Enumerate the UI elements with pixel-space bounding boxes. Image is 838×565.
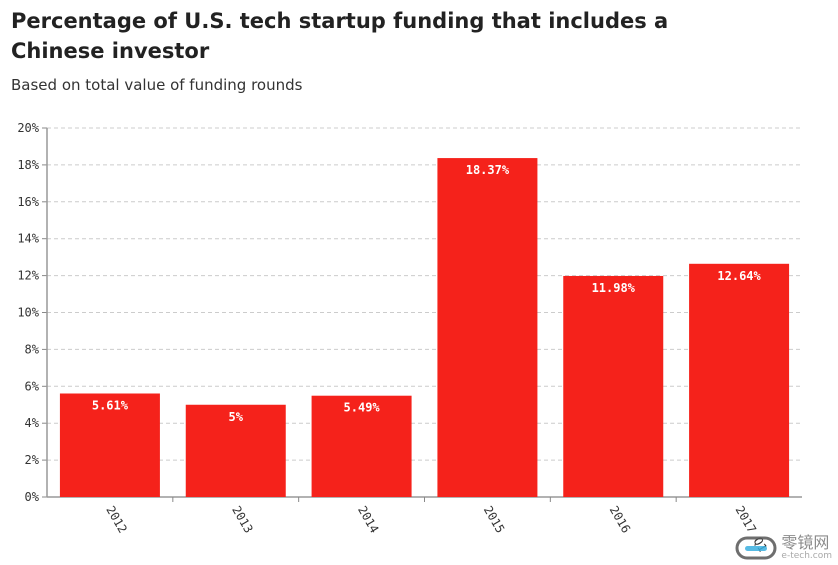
- watermark-text: 零镜网: [781, 533, 830, 552]
- chart-subtitle: Based on total value of funding rounds: [11, 76, 303, 94]
- y-tick-label: 12%: [17, 269, 39, 283]
- bar-2012: [59, 393, 160, 497]
- x-tick-label: 2016: [607, 504, 634, 536]
- watermark-sub: e-tech.com: [781, 551, 832, 561]
- data-label: 5.61%: [92, 398, 129, 412]
- bar-2014: [311, 395, 412, 497]
- data-label: 5.49%: [344, 401, 381, 415]
- x-tick-label: 2015: [481, 504, 508, 536]
- y-tick-label: 0%: [25, 490, 40, 504]
- logo-icon: [735, 536, 777, 560]
- watermark-logo: 零镜网 e-tech.com: [735, 535, 832, 561]
- data-label: 11.98%: [592, 281, 636, 295]
- x-tick-label: 2014: [355, 504, 382, 536]
- chart-title: Percentage of U.S. tech startup funding …: [11, 9, 669, 63]
- bar-2015: [437, 158, 538, 498]
- x-tick-label: 2012: [103, 504, 130, 536]
- x-tick-label: 2013: [229, 504, 256, 536]
- data-label: 18.37%: [466, 163, 510, 177]
- data-label: 12.64%: [717, 269, 761, 283]
- y-tick-label: 10%: [17, 306, 39, 320]
- bar-2017-Q1: [689, 263, 790, 497]
- bar-2013: [185, 404, 286, 497]
- data-label: 5%: [229, 410, 244, 424]
- y-tick-label: 2%: [25, 453, 40, 467]
- y-tick-label: 20%: [17, 121, 39, 135]
- y-tick-label: 6%: [25, 379, 40, 393]
- bar-2016: [563, 275, 664, 497]
- y-tick-label: 8%: [25, 342, 40, 356]
- y-tick-label: 16%: [17, 195, 39, 209]
- y-tick-label: 14%: [17, 232, 39, 246]
- y-tick-label: 4%: [25, 416, 40, 430]
- y-tick-label: 18%: [17, 158, 39, 172]
